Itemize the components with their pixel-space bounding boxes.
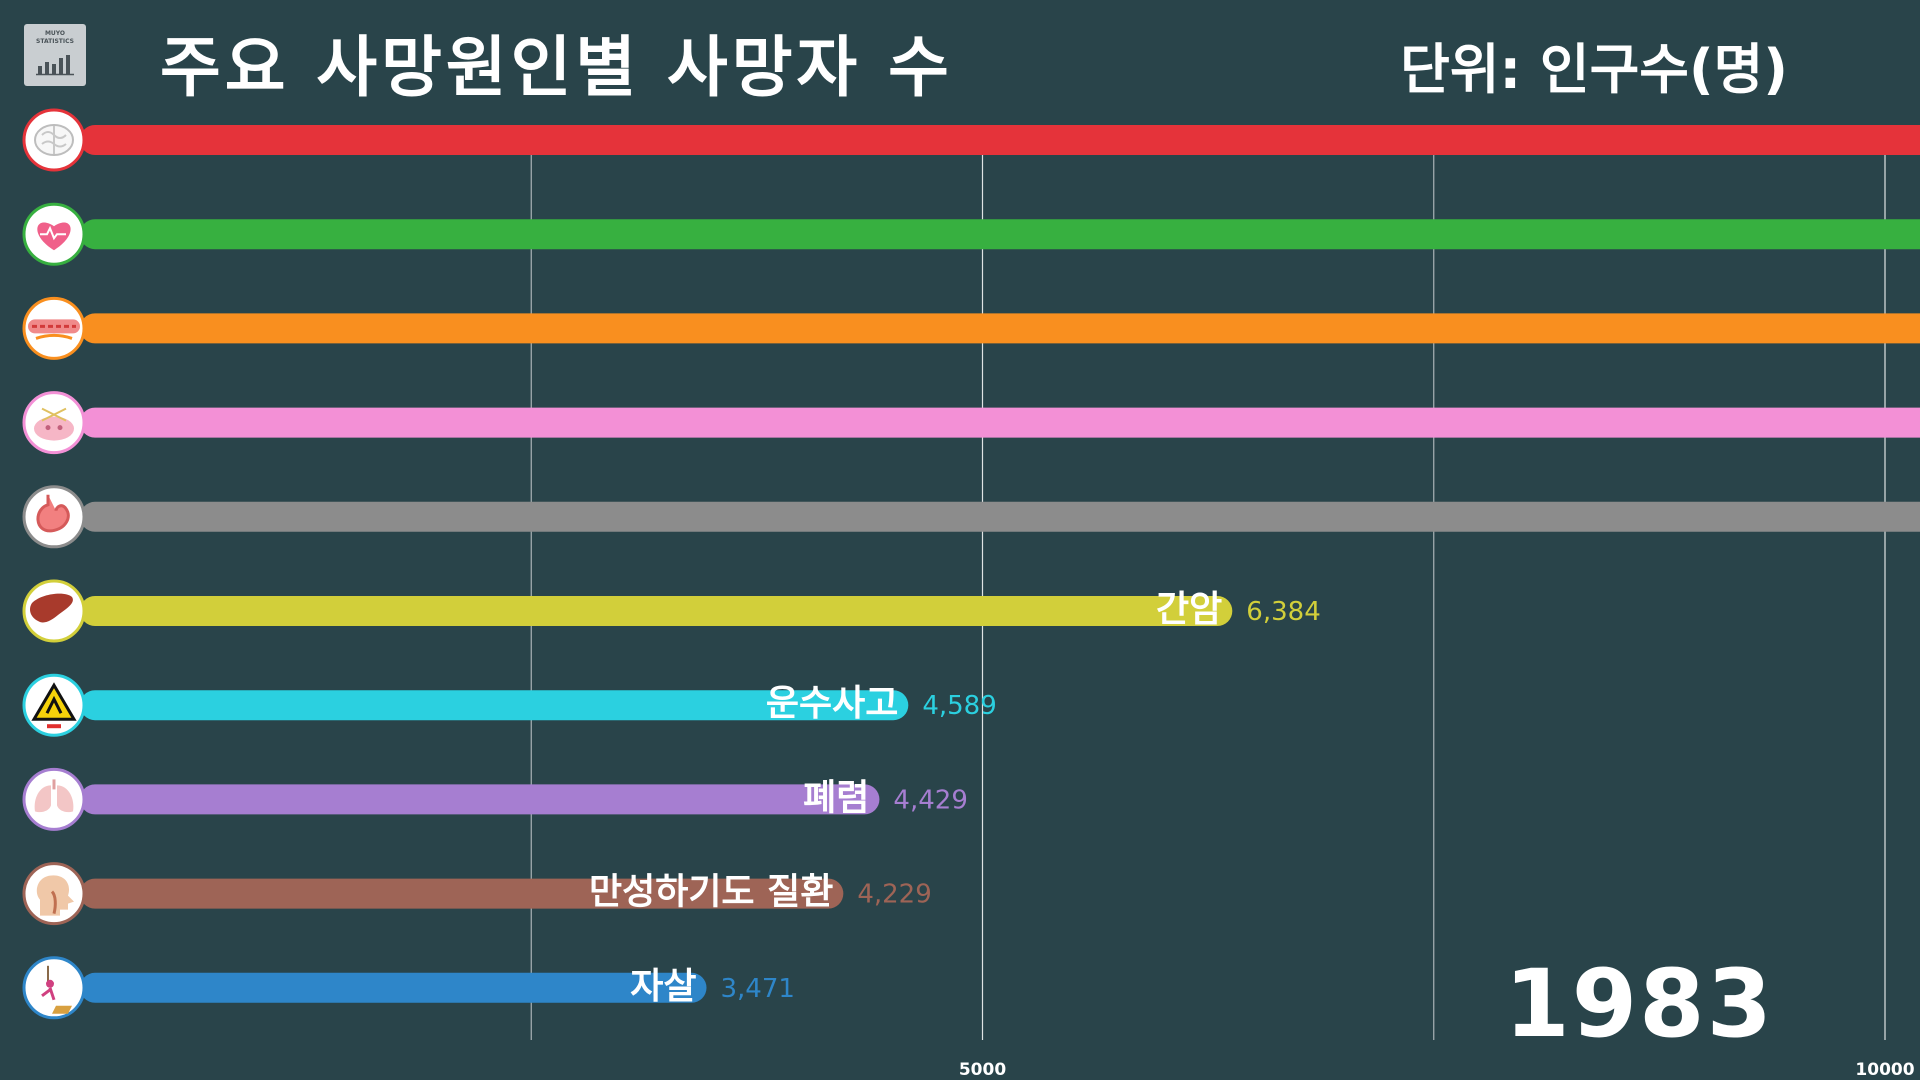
bar-row: 뇌혈관 질환26,931 xyxy=(80,125,1920,155)
bar-category-label: 폐렴 xyxy=(803,777,869,818)
bar xyxy=(80,878,844,909)
logo-line2: STATISTICS xyxy=(36,38,74,45)
heart-icon xyxy=(22,202,86,266)
bar-row: 자살 3,471 xyxy=(80,966,795,1007)
lungs-icon xyxy=(22,767,86,831)
bar xyxy=(80,407,1920,438)
bars: 뇌혈관 질환26,931 심장 질환18,992 고혈압18,872 간 질환12,5… xyxy=(80,125,1920,1007)
bar-row: 고혈압18,872 xyxy=(80,313,1920,344)
bar-row: 만성하기도 질환 4,229 xyxy=(80,872,932,913)
airway-icon xyxy=(22,862,86,926)
bar-chart-icon xyxy=(36,55,74,76)
chart-title: 주요 사망원인별 사망자 수 xyxy=(160,29,953,106)
year-counter: 1983 xyxy=(1504,950,1774,1059)
bar-row: 운수사고 4,589 xyxy=(80,683,997,724)
bar-row: 심장 질환18,992 xyxy=(80,219,1920,250)
bar xyxy=(80,596,1233,626)
liver-icon xyxy=(22,579,86,643)
traffic-warning-icon xyxy=(22,673,86,737)
liver-disease-icon xyxy=(22,391,86,455)
category-icons xyxy=(22,108,86,1020)
brain-icon xyxy=(22,108,86,172)
bar-value-label: 4,229 xyxy=(857,880,931,910)
bar xyxy=(80,690,909,721)
bar-row: 폐렴 4,429 xyxy=(80,777,968,818)
bar-category-label: 운수사고 xyxy=(766,683,898,724)
unit-label: 단위: 인구수(명) xyxy=(1400,38,1788,101)
bar-category-label: 자살 xyxy=(630,966,696,1007)
bar-value-label: 4,429 xyxy=(893,785,967,815)
bar xyxy=(80,972,707,1003)
bar-value-label: 4,589 xyxy=(922,691,996,721)
bar xyxy=(80,219,1920,250)
bar-category-label: 만성하기도 질환 xyxy=(589,872,833,913)
bar xyxy=(80,125,1920,155)
bar-value-label: 6,384 xyxy=(1246,597,1320,627)
bar xyxy=(80,313,1920,344)
x-tick-label: 5000 xyxy=(959,1060,1006,1080)
bar-value-label: 3,471 xyxy=(721,974,795,1004)
bar-row: 간 질환12,568 xyxy=(80,407,1920,438)
x-axis-ticks: 500010000150002000025000 xyxy=(959,1060,1915,1080)
suicide-icon xyxy=(22,956,86,1020)
bar xyxy=(80,784,880,815)
bar-category-label: 간암 xyxy=(1156,589,1222,630)
bar-row: 위암12,130 xyxy=(80,501,1920,532)
channel-logo: MUYO STATISTICS xyxy=(24,24,86,86)
bar xyxy=(80,501,1920,532)
x-tick-label: 10000 xyxy=(1855,1060,1914,1080)
blood-vessel-icon xyxy=(22,296,86,360)
logo-line1: MUYO xyxy=(44,30,66,37)
bar-row: 간암 6,384 xyxy=(80,589,1321,630)
stomach-icon xyxy=(22,485,86,549)
